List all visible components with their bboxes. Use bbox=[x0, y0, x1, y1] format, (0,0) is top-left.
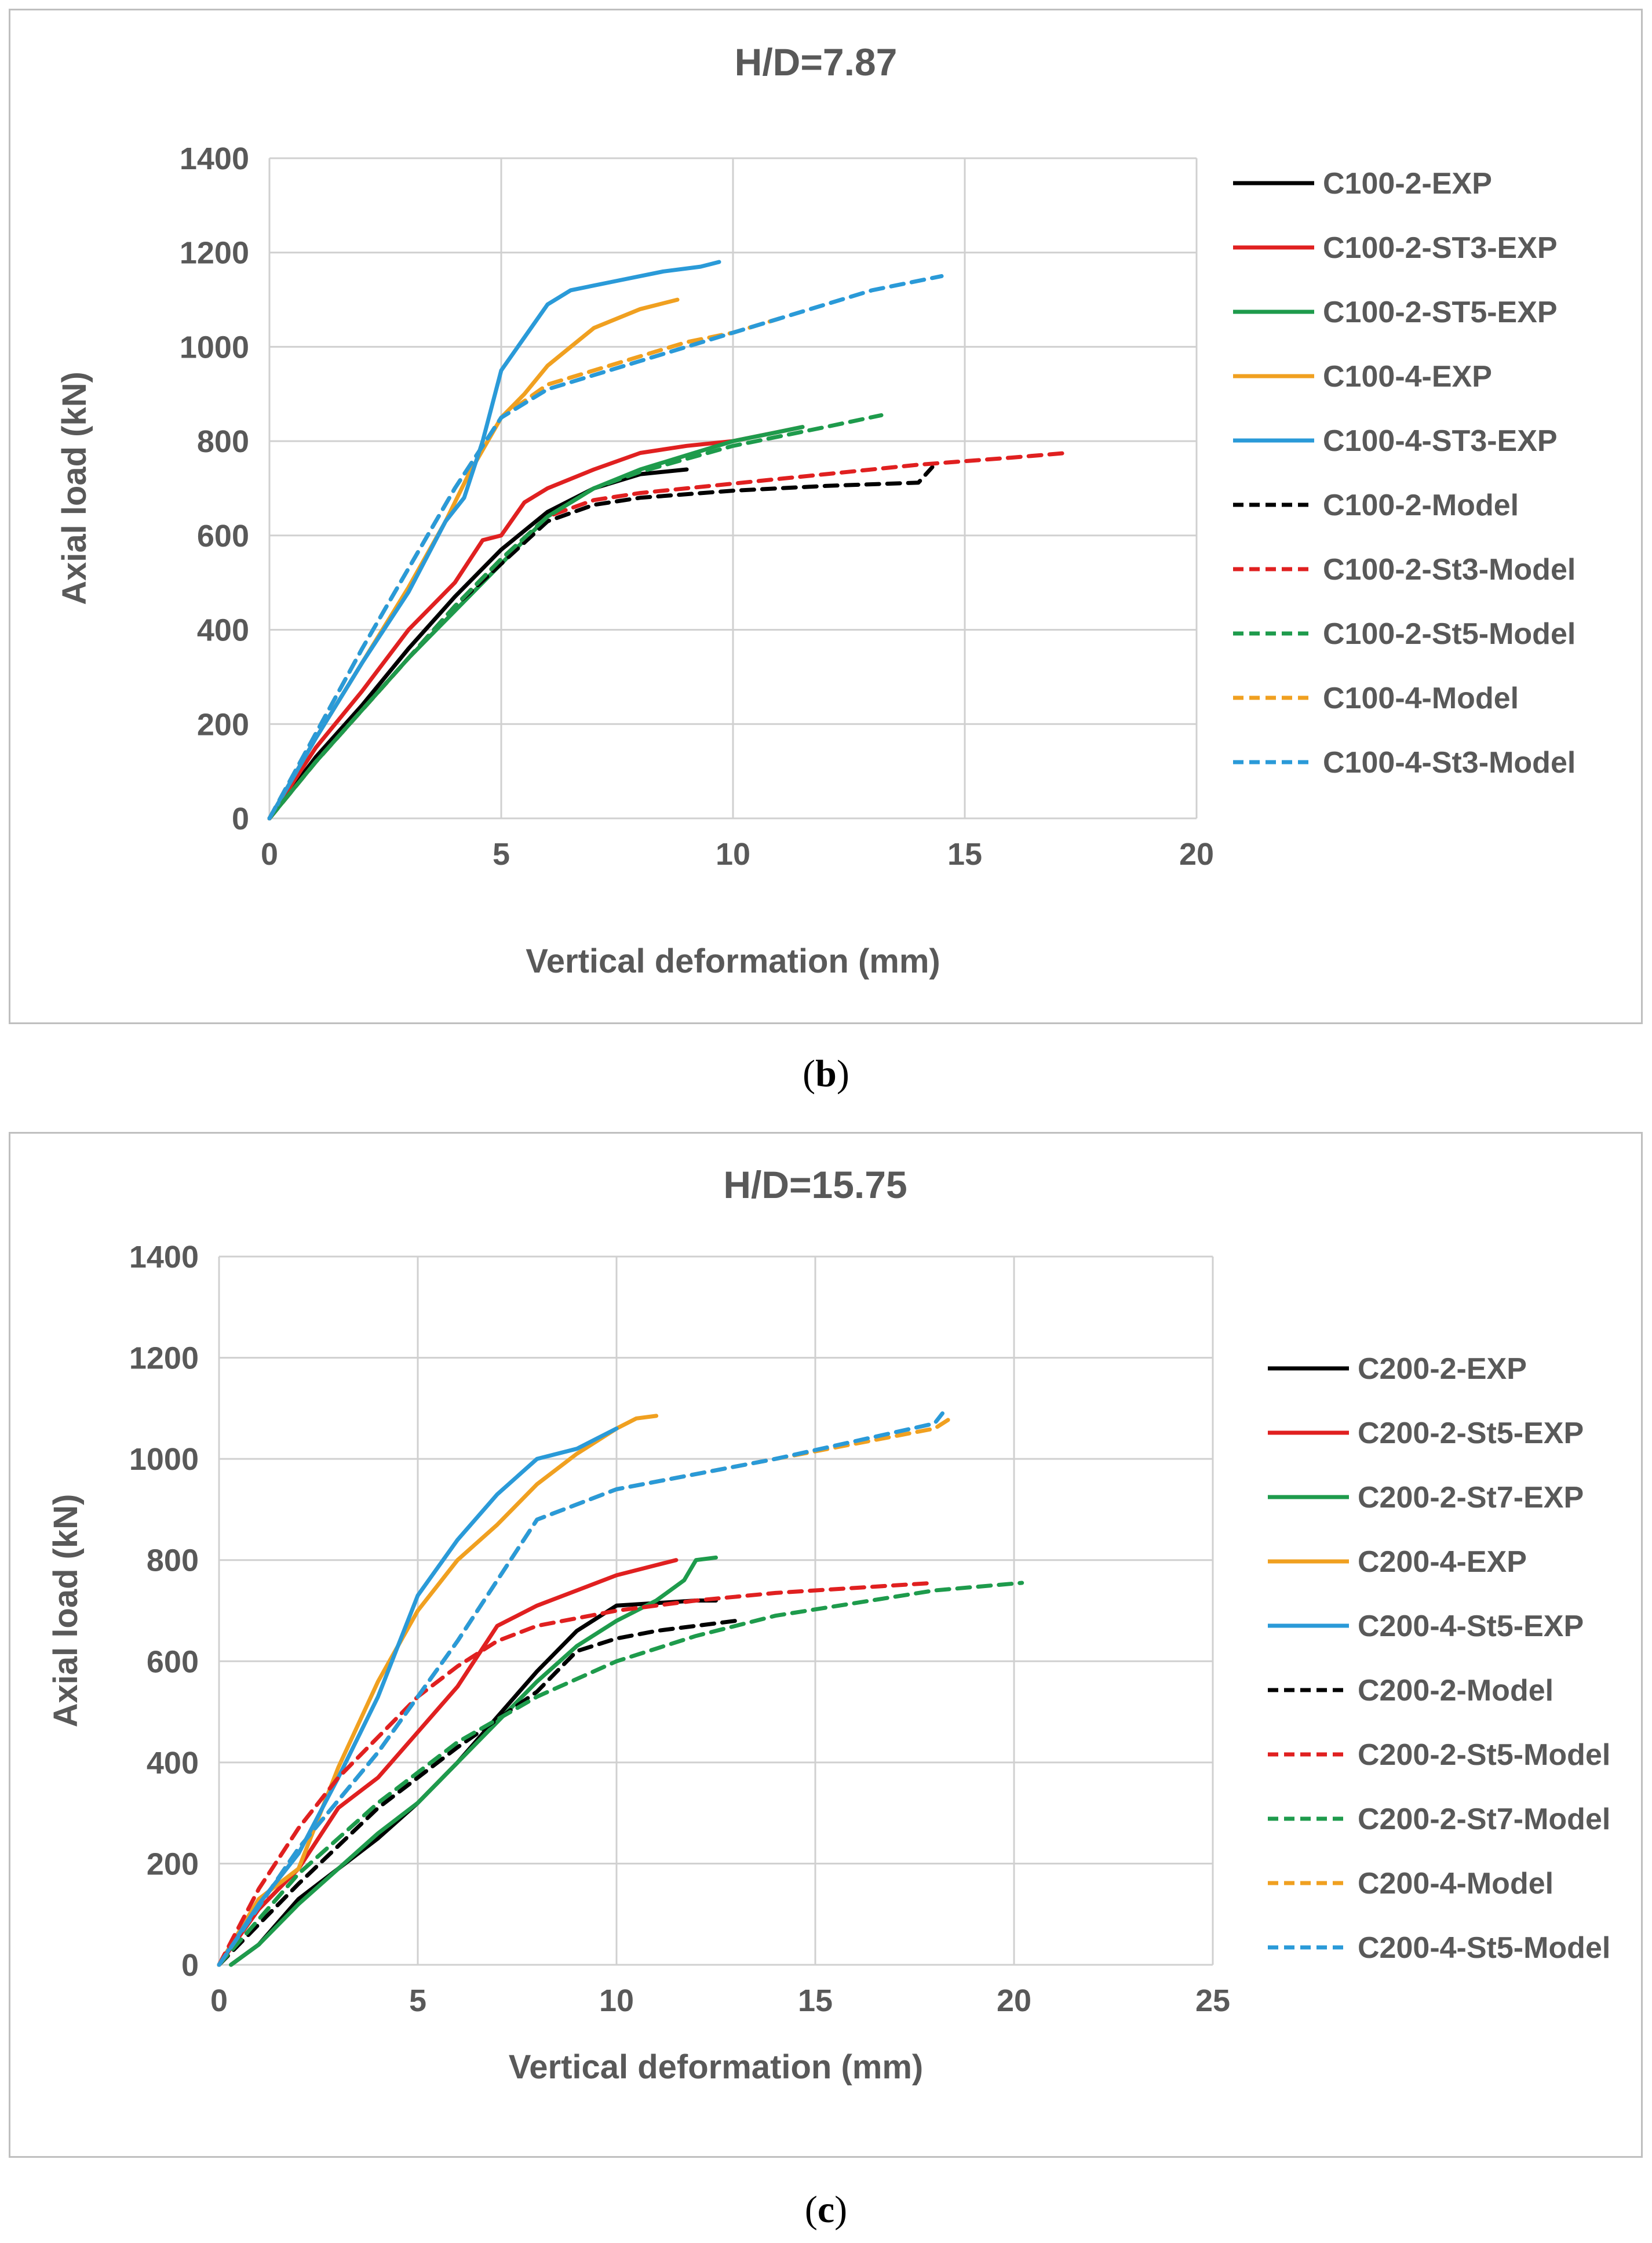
legend-label: C100-2-St5-Model bbox=[1323, 617, 1576, 651]
legend-label: C200-4-EXP bbox=[1358, 1545, 1527, 1579]
legend-label: C100-4-EXP bbox=[1323, 360, 1492, 394]
x-tick-label: 0 bbox=[261, 837, 278, 872]
legend-label: C200-4-St5-EXP bbox=[1358, 1610, 1584, 1643]
caption-b-letter: b bbox=[815, 1053, 837, 1095]
y-tick-label: 600 bbox=[147, 1644, 199, 1679]
y-tick-label: 1400 bbox=[129, 1240, 199, 1275]
y-tick-label: 1000 bbox=[180, 330, 249, 365]
y-tick-label: 800 bbox=[147, 1543, 199, 1578]
y-tick-label: 200 bbox=[197, 707, 249, 742]
legend-label: C100-4-Model bbox=[1323, 682, 1519, 715]
series-line-c200-2-st5-model bbox=[217, 1581, 937, 1967]
y-tick-label: 1200 bbox=[180, 236, 249, 271]
series-line-c100-2-st5-model bbox=[267, 413, 884, 821]
caption-b: (b) bbox=[803, 1053, 849, 1095]
chart-title-b: H/D=7.87 bbox=[735, 41, 898, 83]
chart-b-svg: H/D=7.870 5 10 15 20020040060080010001200140… bbox=[56, 41, 1576, 980]
x-tick-label: 10 bbox=[599, 1983, 634, 2018]
legend-label: C200-2-St5-EXP bbox=[1358, 1417, 1584, 1450]
x-tick-label: 15 bbox=[947, 837, 982, 872]
series-line-c100-2-st3-exp bbox=[267, 425, 805, 821]
y-tick-label: 800 bbox=[197, 424, 249, 459]
x-tick-label: 10 bbox=[716, 837, 750, 872]
y-axis-label-c: Axial load (kN) bbox=[47, 1494, 85, 1728]
y-tick-label: 400 bbox=[197, 613, 249, 648]
chart-panel-c: H/D=15.75 0 5 10 15 20 25 0 200 400 600 800 1000 1200… bbox=[9, 1132, 1643, 2158]
legend-label: C200-2-EXP bbox=[1358, 1352, 1527, 1386]
y-tick-label: 200 bbox=[147, 1847, 199, 1881]
legend-label: C100-2-EXP bbox=[1323, 167, 1492, 201]
series-line-c200-2-model bbox=[217, 1619, 738, 1967]
chart-c-svg: H/D=15.75 0 5 10 15 20 25 0 200 400 600 800 1000 1200… bbox=[47, 1163, 1610, 2086]
x-tick-label: 0 bbox=[210, 1983, 228, 2018]
series-line-c200-4-st5-model bbox=[217, 1411, 944, 1967]
series-line-c100-2-exp bbox=[267, 467, 689, 821]
y-tick-label: 0 bbox=[232, 802, 249, 836]
y-tick-label: 1200 bbox=[129, 1341, 199, 1376]
caption-c-letter: c bbox=[817, 2189, 835, 2231]
series-line-c100-4-st3-exp bbox=[267, 260, 721, 821]
legend-label: C200-4-St5-Model bbox=[1358, 1931, 1610, 1965]
legend-label: C100-2-Model bbox=[1323, 489, 1519, 522]
x-tick-label: 25 bbox=[1195, 1983, 1230, 2018]
x-tick-label: 15 bbox=[798, 1983, 833, 2018]
legend-label: C100-2-ST5-EXP bbox=[1323, 296, 1558, 329]
y-tick-label: 1000 bbox=[129, 1442, 199, 1477]
legend-label: C200-2-St7-Model bbox=[1358, 1803, 1610, 1836]
y-axis-label-b: Axial load (kN) bbox=[56, 372, 93, 605]
series-line-c200-2-st7-exp bbox=[229, 1555, 718, 1967]
x-tick-label: 5 bbox=[493, 837, 510, 872]
series-line-c100-4-st3-model bbox=[267, 274, 944, 821]
x-tick-label: 5 bbox=[409, 1983, 426, 2018]
y-tick-label: 600 bbox=[197, 519, 249, 554]
series-line-c100-2-st3-model bbox=[267, 451, 1069, 821]
legend-label: C100-2-ST3-EXP bbox=[1323, 231, 1558, 265]
x-axis-label-b: Vertical deformation (mm) bbox=[526, 942, 940, 980]
y-tick-label: 1400 bbox=[180, 141, 249, 176]
y-tick-label: 400 bbox=[147, 1746, 199, 1780]
legend-label: C100-4-St3-Model bbox=[1323, 746, 1576, 780]
legend-label: C200-2-Model bbox=[1358, 1674, 1553, 1707]
legend-label: C200-2-St7-EXP bbox=[1358, 1481, 1584, 1514]
series-line-c200-4-model bbox=[217, 1416, 953, 1967]
chart-title-c: H/D=15.75 bbox=[723, 1163, 907, 1206]
x-axis-label-c: Vertical deformation (mm) bbox=[509, 2048, 923, 2086]
legend-label: C200-4-Model bbox=[1358, 1867, 1553, 1900]
legend-label: C200-2-St5-Model bbox=[1358, 1738, 1610, 1772]
legend-label: C100-2-St3-Model bbox=[1323, 553, 1576, 587]
series-line-c100-2-model bbox=[267, 465, 935, 821]
x-tick-label: 20 bbox=[997, 1983, 1031, 2018]
series-line-c200-2-st7-model bbox=[217, 1581, 1024, 1967]
y-tick-label: 0 bbox=[181, 1948, 199, 1983]
chart-panel-b: H/D=7.87 0 5 10 15 20 0 200 400 600 800 1000 1200 140… bbox=[9, 9, 1643, 1024]
x-tick-label: 20 bbox=[1179, 837, 1214, 872]
legend-label: C100-4-ST3-EXP bbox=[1323, 424, 1558, 458]
caption-c: (c) bbox=[804, 2189, 848, 2231]
